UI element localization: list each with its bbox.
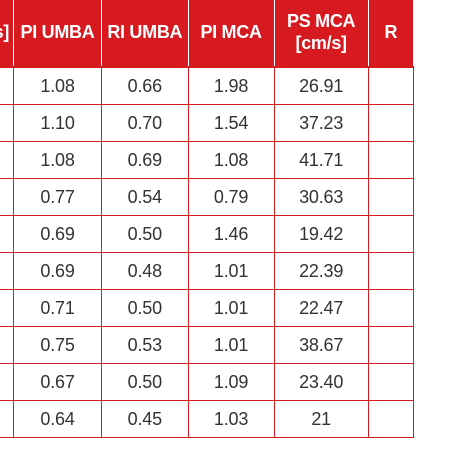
cell-pi-umba: 1.10 — [13, 104, 102, 142]
table-row: 1.10 0.70 1.54 37.23 — [0, 104, 415, 142]
cell-ri-umba: 0.54 — [100, 178, 189, 216]
cell-cropped-left — [0, 400, 15, 438]
table-body: 1.08 0.66 1.98 26.91 1.10 0.70 1.54 37.23 1.08 0.… — [0, 66, 415, 438]
cell-ps-mca: 30.63 — [273, 178, 369, 216]
table-row: 1.08 0.66 1.98 26.91 — [0, 66, 415, 105]
cell-ps-mca: 38.67 — [273, 326, 369, 364]
cell-cropped-left — [0, 66, 15, 105]
cell-pi-mca: 1.46 — [187, 215, 275, 253]
cell-ps-mca: 41.71 — [273, 141, 369, 179]
cell-cropped-left — [0, 326, 15, 364]
cell-ri-umba: 0.45 — [100, 400, 189, 438]
table-header: s] PI UMBA RI UMBA PI MCA PS MCA [cm/s] … — [0, 0, 415, 68]
cell-ps-mca: 37.23 — [273, 104, 369, 142]
cell-cropped-left — [0, 104, 15, 142]
doppler-results-table: s] PI UMBA RI UMBA PI MCA PS MCA [cm/s] … — [0, 0, 415, 438]
cell-cropped-right — [367, 289, 415, 327]
cell-pi-mca: 1.03 — [187, 400, 275, 438]
cell-pi-umba: 0.71 — [13, 289, 102, 327]
cell-pi-umba: 0.77 — [13, 178, 102, 216]
cell-cropped-left — [0, 215, 15, 253]
cell-cropped-left — [0, 252, 15, 290]
cell-ri-umba: 0.50 — [100, 363, 189, 401]
header-row: s] PI UMBA RI UMBA PI MCA PS MCA [cm/s] … — [0, 0, 415, 68]
cell-ps-mca: 26.91 — [273, 66, 369, 105]
cell-pi-mca: 1.01 — [187, 326, 275, 364]
cell-pi-umba: 1.08 — [13, 141, 102, 179]
cell-pi-umba: 0.67 — [13, 363, 102, 401]
cell-pi-umba: 0.64 — [13, 400, 102, 438]
cell-cropped-right — [367, 178, 415, 216]
cell-cropped-left — [0, 178, 15, 216]
cell-cropped-right — [367, 215, 415, 253]
table-row: 0.75 0.53 1.01 38.67 — [0, 326, 415, 364]
cell-cropped-right — [367, 363, 415, 401]
cell-cropped-left — [0, 289, 15, 327]
cell-pi-mca: 1.08 — [187, 141, 275, 179]
cell-pi-umba: 0.69 — [13, 252, 102, 290]
cell-pi-umba: 0.75 — [13, 326, 102, 364]
table-row: 0.71 0.50 1.01 22.47 — [0, 289, 415, 327]
cell-cropped-right — [367, 326, 415, 364]
cell-ri-umba: 0.69 — [100, 141, 189, 179]
cell-pi-mca: 1.09 — [187, 363, 275, 401]
table-row: 0.64 0.45 1.03 21 — [0, 400, 415, 438]
cell-pi-umba: 1.08 — [13, 66, 102, 105]
cell-ps-mca: 23.40 — [273, 363, 369, 401]
cell-pi-mca: 1.98 — [187, 66, 275, 105]
cell-cropped-right — [367, 104, 415, 142]
header-ps-mca-label: PS MCA — [287, 10, 356, 31]
header-cell-pi-mca: PI MCA — [188, 0, 275, 68]
header-cell-ps-mca: PS MCA [cm/s] — [274, 0, 369, 68]
cell-pi-mca: 1.01 — [187, 289, 275, 327]
header-ps-mca-unit: [cm/s] — [295, 32, 348, 53]
cell-ps-mca: 22.47 — [273, 289, 369, 327]
header-cell-cropped-left: s] — [0, 0, 15, 68]
cell-ps-mca: 21 — [273, 400, 369, 438]
table-row: 0.67 0.50 1.09 23.40 — [0, 363, 415, 401]
cell-pi-mca: 1.54 — [187, 104, 275, 142]
cell-ri-umba: 0.50 — [100, 215, 189, 253]
table-row: 0.69 0.50 1.46 19.42 — [0, 215, 415, 253]
cell-ri-umba: 0.48 — [100, 252, 189, 290]
cell-pi-umba: 0.69 — [13, 215, 102, 253]
cell-ri-umba: 0.53 — [100, 326, 189, 364]
header-cell-ri-umba: RI UMBA — [101, 0, 189, 68]
cell-cropped-right — [367, 252, 415, 290]
cell-cropped-left — [0, 363, 15, 401]
header-cell-cropped-right: R — [368, 0, 415, 68]
cell-ri-umba: 0.66 — [100, 66, 189, 105]
cell-ri-umba: 0.70 — [100, 104, 189, 142]
cell-pi-mca: 1.01 — [187, 252, 275, 290]
table-row: 0.69 0.48 1.01 22.39 — [0, 252, 415, 290]
cell-cropped-right — [367, 400, 415, 438]
table-row: 1.08 0.69 1.08 41.71 — [0, 141, 415, 179]
cell-ri-umba: 0.50 — [100, 289, 189, 327]
cell-cropped-right — [367, 141, 415, 179]
cell-cropped-left — [0, 141, 15, 179]
cell-pi-mca: 0.79 — [187, 178, 275, 216]
cell-cropped-right — [367, 66, 415, 105]
cell-ps-mca: 22.39 — [273, 252, 369, 290]
header-cell-pi-umba: PI UMBA — [13, 0, 102, 68]
cell-ps-mca: 19.42 — [273, 215, 369, 253]
table-row: 0.77 0.54 0.79 30.63 — [0, 178, 415, 216]
